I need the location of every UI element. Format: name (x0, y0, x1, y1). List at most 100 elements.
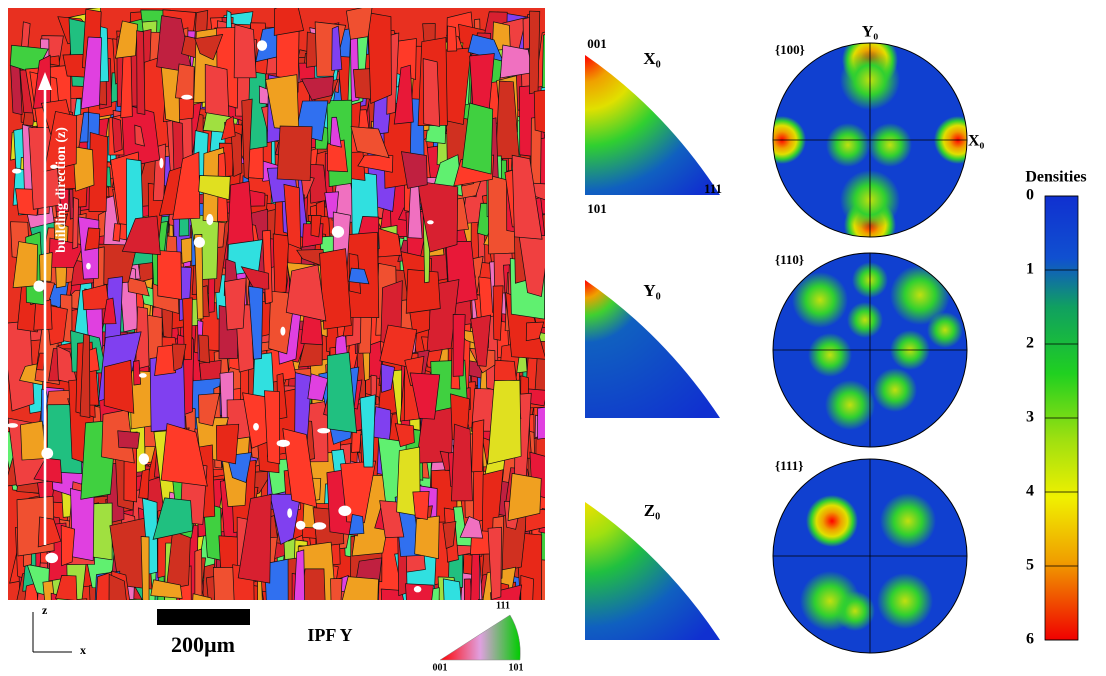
grain (194, 548, 203, 600)
map-annotation: building direction (z) (54, 127, 69, 253)
grain (359, 394, 376, 468)
scale-label: 200µm (171, 632, 235, 657)
void (33, 280, 45, 292)
void (287, 508, 293, 518)
ipf-triangle (585, 502, 720, 640)
void (138, 373, 147, 378)
grain (198, 175, 231, 201)
grain (192, 593, 212, 600)
grain (416, 180, 459, 253)
grain (72, 598, 88, 600)
grain (348, 267, 370, 285)
grain (36, 352, 46, 371)
grain (345, 8, 373, 40)
void (138, 453, 150, 465)
grain (215, 423, 240, 465)
grain (234, 590, 253, 600)
grain (115, 20, 138, 59)
grain (117, 430, 140, 449)
grain (276, 125, 313, 182)
grain (241, 98, 253, 180)
density-blob (880, 493, 936, 549)
density-blob (873, 368, 917, 412)
colorbar-tick-label: 4 (1026, 483, 1034, 500)
grain (123, 598, 142, 600)
void (427, 220, 434, 225)
void (50, 164, 58, 169)
grain (60, 524, 76, 567)
grain (154, 344, 177, 376)
density-blob (927, 312, 963, 348)
grain (220, 115, 236, 141)
grain (138, 468, 150, 499)
density-blob (806, 495, 858, 547)
grain (310, 215, 322, 238)
ipf-label: 001 (587, 36, 607, 51)
grain (157, 250, 182, 300)
grain (541, 557, 545, 600)
key-label: 001 (433, 662, 448, 673)
grain (132, 359, 142, 386)
grain (136, 30, 146, 115)
grain (43, 110, 77, 173)
grain (327, 351, 357, 434)
grain (371, 594, 382, 600)
void (12, 168, 22, 174)
void (253, 422, 259, 431)
grain (285, 264, 327, 322)
pole-label: {110} (775, 252, 804, 267)
grain (542, 198, 545, 227)
density-blob (826, 123, 870, 167)
pole-figure: {110} (772, 252, 968, 448)
grain (24, 582, 38, 600)
ipf-axis: Z₀ (644, 501, 660, 520)
void (257, 40, 268, 51)
colorbar-tick-label: 6 (1026, 631, 1034, 648)
grain (72, 196, 79, 250)
grain (223, 277, 247, 331)
grain (111, 116, 123, 153)
void (312, 522, 327, 530)
grain (487, 526, 502, 600)
pole-figures: {100} {110} {111} (772, 42, 968, 654)
grain (342, 576, 379, 600)
density-blob (877, 573, 933, 629)
ipf-axis: X₀ (643, 49, 660, 68)
scale-bar (157, 609, 250, 625)
grain (127, 277, 150, 297)
colorbar-tick-label: 1 (1026, 261, 1034, 278)
ipf-y: Y₀ (585, 280, 720, 418)
grain (405, 268, 441, 314)
grain (414, 515, 440, 560)
grain (537, 406, 545, 440)
colorbar-tick-label: 3 (1026, 409, 1034, 426)
colorbar-tick-label: 2 (1026, 335, 1034, 352)
grain (409, 372, 441, 420)
grain (451, 423, 473, 502)
grain (80, 36, 102, 110)
grain (452, 314, 466, 377)
grain (492, 285, 504, 341)
grain (478, 598, 485, 600)
grain (393, 64, 414, 125)
grain (412, 490, 430, 520)
void (45, 552, 59, 564)
grain (330, 597, 344, 600)
grain (194, 34, 224, 61)
grain (112, 223, 121, 242)
grain (121, 215, 161, 256)
void (8, 423, 19, 428)
grain (84, 227, 101, 251)
grain (330, 578, 343, 600)
grain (487, 379, 522, 465)
grain (463, 578, 473, 600)
key-label: 101 (509, 662, 524, 673)
axis-x: x (80, 643, 86, 657)
grain (69, 594, 80, 600)
ipf-z: Z₀ (585, 501, 720, 640)
grain (152, 497, 193, 540)
grain (459, 515, 484, 539)
grain (33, 457, 63, 484)
grain (248, 285, 264, 360)
void (331, 225, 345, 238)
